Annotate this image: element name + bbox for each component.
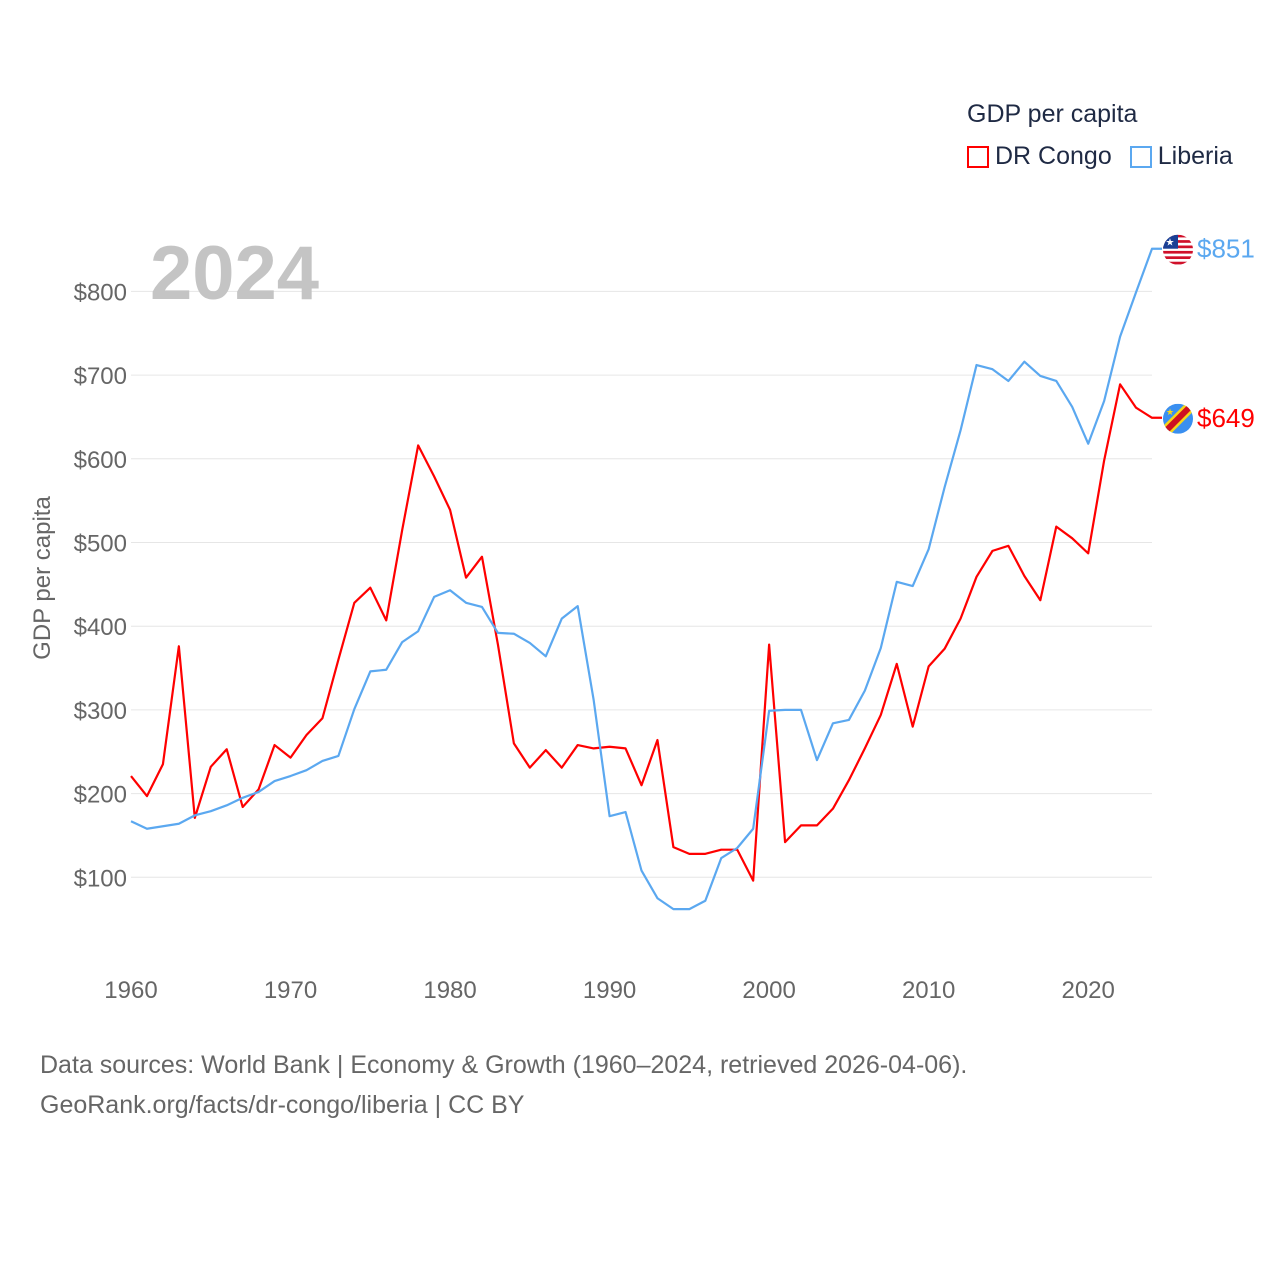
y-tick-label: $700 [74, 363, 127, 390]
legend-label: Liberia [1157, 142, 1233, 170]
legend-item-dr-congo[interactable]: DR Congo [967, 142, 1112, 171]
x-tick-label: 2020 [1061, 977, 1114, 1004]
y-tick-label: $100 [74, 865, 127, 892]
series-line-dr-congo [130, 383, 1162, 882]
source-note: Data sources: World Bank | Economy & Gro… [40, 1045, 967, 1125]
end-value-label: $649 [1197, 403, 1255, 433]
legend: DR Congo Liberia [967, 142, 1233, 171]
liberia-flag-icon: ★ [1163, 234, 1193, 265]
y-axis-label: GDP per capita [29, 496, 56, 660]
legend-label: DR Congo [995, 142, 1112, 170]
y-tick-label: $200 [74, 782, 127, 809]
source-line: Data sources: World Bank | Economy & Gro… [40, 1051, 968, 1079]
x-tick-label: 1960 [104, 977, 157, 1004]
x-tick-label: 1990 [583, 977, 636, 1004]
legend-item-liberia[interactable]: Liberia [1129, 142, 1233, 171]
svg-text:★: ★ [1166, 407, 1174, 417]
end-value-label: $851 [1197, 234, 1255, 264]
y-tick-label: $800 [74, 279, 127, 306]
svg-text:★: ★ [1166, 238, 1175, 249]
year-label: 2024 [150, 231, 320, 316]
y-tick-label: $500 [74, 531, 127, 558]
x-tick-label: 1980 [423, 977, 476, 1004]
x-tick-label: 2010 [902, 977, 955, 1004]
x-tick-label: 1970 [264, 977, 317, 1004]
series-line-liberia [130, 247, 1162, 911]
dr-congo-flag-icon: ★ [1163, 403, 1193, 434]
legend-swatch [1129, 146, 1152, 168]
source-link[interactable]: GeoRank.org/facts/dr-congo/liberia | CC … [40, 1091, 525, 1119]
y-tick-label: $600 [74, 447, 127, 474]
y-tick-label: $400 [74, 614, 127, 641]
legend-title: GDP per capita [967, 100, 1138, 128]
x-tick-label: 2000 [742, 977, 795, 1004]
y-tick-label: $300 [74, 698, 127, 725]
legend-swatch [967, 146, 989, 168]
